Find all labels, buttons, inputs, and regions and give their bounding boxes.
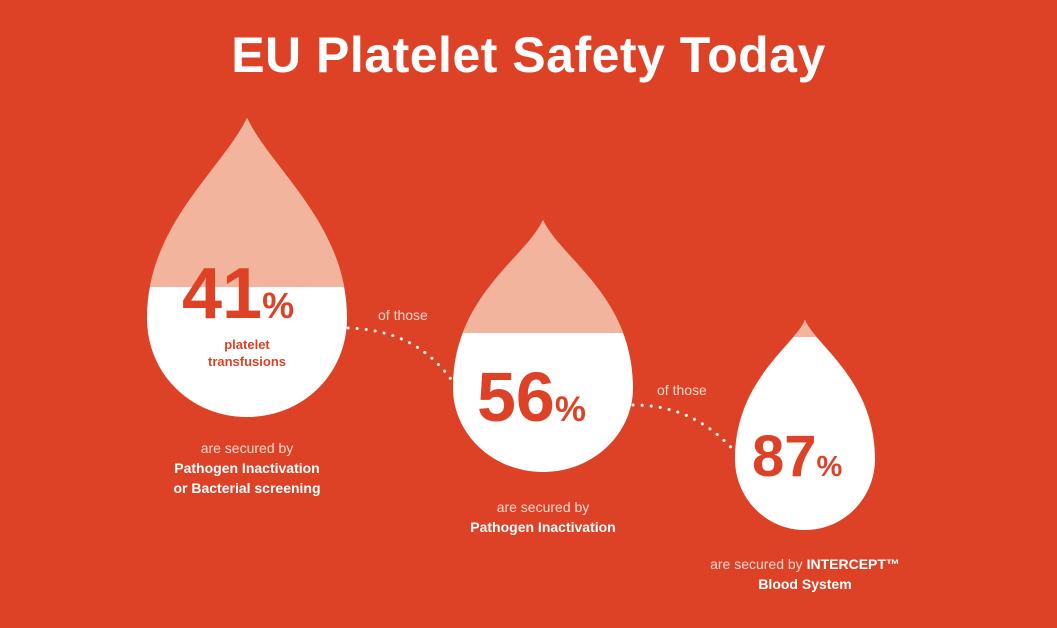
- drop-3-caption-brand: INTERCEPT™: [806, 556, 900, 572]
- drop-1-inner-label-line-1: platelet: [224, 337, 270, 352]
- drop-1-inner-label-line-2: transfusions: [207, 354, 286, 369]
- drop-3-caption: are secured by INTERCEPT™ Blood System: [685, 554, 925, 594]
- drop-3-caption-light: are secured by: [710, 556, 803, 572]
- drop-3-percent: 87%: [752, 428, 842, 486]
- drop-3-value: 87: [752, 424, 817, 489]
- drop-1-caption: are secured by Pathogen Inactivation or …: [137, 438, 357, 498]
- drop-1-caption-light: are secured by: [200, 440, 294, 456]
- connector-2-label: of those: [657, 382, 707, 398]
- drop-1-percent: 41%: [182, 258, 294, 330]
- drop-2-caption: are secured by Pathogen Inactivation: [433, 497, 653, 537]
- drop-1-caption-bold-1: Pathogen Inactivation: [174, 460, 320, 476]
- drop-1: [147, 118, 347, 417]
- drop-3-unit: %: [816, 451, 843, 483]
- drop-3: [735, 320, 875, 530]
- drop-2-caption-bold-1: Pathogen Inactivation: [470, 519, 616, 535]
- drop-1-inner-label: platelet transfusions: [187, 336, 307, 370]
- connector-1-label: of those: [378, 307, 428, 323]
- drop-2-percent: 56%: [477, 362, 586, 432]
- drop-1-caption-bold-2: or Bacterial screening: [173, 480, 321, 496]
- drop-2-unit: %: [554, 390, 586, 429]
- connector-2: [631, 403, 740, 457]
- page-title: EU Platelet Safety Today: [231, 27, 826, 83]
- drop-2: [453, 220, 633, 472]
- drop-2-caption-light: are secured by: [496, 499, 590, 515]
- drop-1-unit: %: [262, 285, 295, 326]
- drop-2-top: [462, 220, 624, 333]
- connector-1: [346, 326, 455, 384]
- drop-3-top: [793, 320, 817, 337]
- drop-1-value: 41: [182, 254, 263, 334]
- drop-3-body: [735, 320, 875, 530]
- drop-1-top: [149, 118, 345, 287]
- drop-3-caption-line-1: are secured by INTERCEPT™: [685, 554, 925, 574]
- drop-2-value: 56: [477, 358, 555, 436]
- drop-3-caption-bold-1: Blood System: [758, 576, 852, 592]
